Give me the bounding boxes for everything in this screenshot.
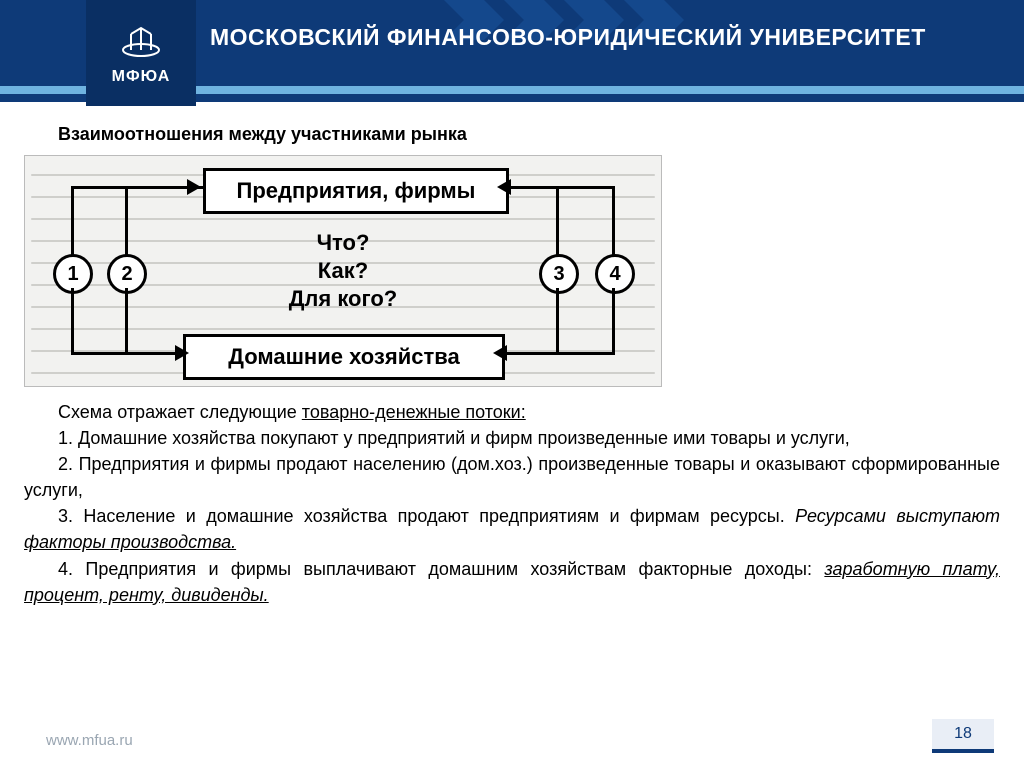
page-number: 18 — [932, 719, 994, 753]
edge — [125, 186, 128, 256]
flow-desc-3a: 3. Население и домашние хозяйства продаю… — [58, 506, 795, 526]
arrowhead-icon — [493, 345, 507, 361]
flow-desc-4a: 4. Предприятия и фирмы выплачивают домаш… — [58, 559, 824, 579]
intro-text: Схема отражает следующие — [58, 402, 302, 422]
node-households: Домашние хозяйства — [183, 334, 505, 380]
edge — [125, 352, 183, 355]
slide-content: Взаимоотношения между участниками рынка … — [24, 124, 1000, 608]
intro-underline: товарно-денежные потоки: — [302, 402, 526, 422]
edge — [612, 186, 615, 256]
market-flow-diagram: Предприятия, фирмы Домашние хозяйства Чт… — [24, 155, 662, 387]
flow-circle-4: 4 — [595, 254, 635, 294]
arrowhead-icon — [497, 179, 511, 195]
logo-text: МФЮА — [112, 68, 171, 86]
footer-url: www.mfua.ru — [46, 732, 133, 749]
edge — [556, 288, 559, 354]
edge — [556, 186, 559, 256]
slide-footer: www.mfua.ru 18 — [0, 723, 1024, 753]
flow-desc-3c: факторы производства. — [24, 532, 236, 552]
explanation-text: Схема отражает следующие товарно-денежны… — [24, 399, 1000, 608]
edge — [612, 288, 615, 354]
logo-box: МФЮА — [86, 0, 196, 106]
flow-circle-3: 3 — [539, 254, 579, 294]
university-title: МОСКОВСКИЙ ФИНАНСОВО-ЮРИДИЧЕСКИЙ УНИВЕРС… — [210, 24, 1004, 51]
flow-desc-1: 1. Домашние хозяйства покупают у предпри… — [24, 425, 1000, 451]
node-firms: Предприятия, фирмы — [203, 168, 509, 214]
logo-icon — [119, 20, 163, 64]
edge — [505, 352, 615, 355]
flow-desc-3b: Ресурсами выступают — [795, 506, 1000, 526]
center-q1: Что? — [25, 230, 661, 256]
edge — [509, 186, 615, 189]
edge — [71, 288, 74, 354]
slide-title: Взаимоотношения между участниками рынка — [58, 124, 1000, 145]
edge — [71, 186, 74, 256]
arrowhead-icon — [187, 179, 201, 195]
edge — [125, 186, 191, 189]
flow-desc-2: 2. Предприятия и фирмы продают населению… — [24, 451, 1000, 503]
edge — [125, 288, 128, 354]
